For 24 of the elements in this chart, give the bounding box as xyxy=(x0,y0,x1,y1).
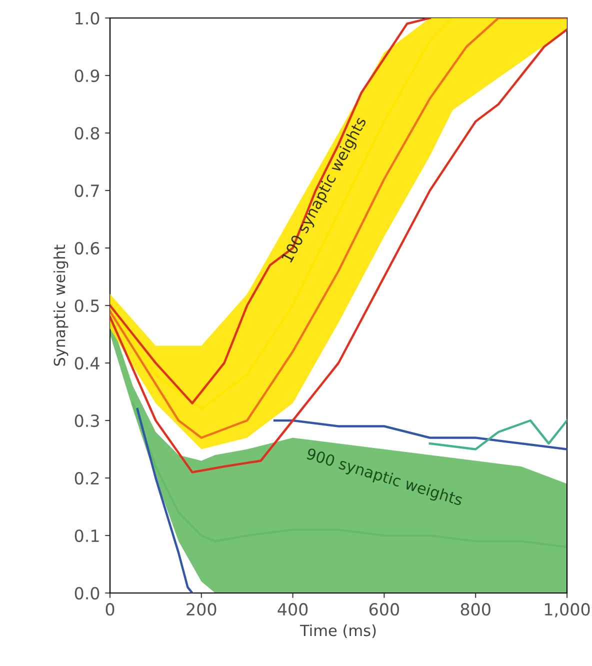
y-tick-label: 0.1 xyxy=(74,529,99,542)
x-axis-title: Time (ms) xyxy=(300,624,376,638)
y-tick-label: 0.2 xyxy=(74,472,99,485)
x-tick-label: 800 xyxy=(460,603,490,616)
x-tick-label: 0 xyxy=(106,603,114,616)
y-tick-label: 0.4 xyxy=(74,356,100,370)
y-tick-label: 0.5 xyxy=(74,299,99,312)
y-tick-label: 0.0 xyxy=(74,586,100,600)
line-series xyxy=(136,408,194,593)
line-series xyxy=(273,419,567,450)
x-tick-label: 400 xyxy=(278,603,308,616)
y-tick-label: 0.8 xyxy=(74,126,100,140)
x-tick-label: 1,000 xyxy=(544,603,590,618)
y-tick-label: 1.0 xyxy=(76,12,100,25)
x-tick-label: 200 xyxy=(186,603,216,616)
y-axis-title: Synaptic weight xyxy=(53,244,68,366)
y-tick-label: 0.7 xyxy=(74,184,99,198)
y-tick-label: 0.6 xyxy=(74,242,100,255)
line-series xyxy=(428,419,567,450)
y-tick-label: 0.9 xyxy=(74,69,100,82)
line-series xyxy=(110,18,432,404)
y-tick-label: 0.3 xyxy=(74,414,99,428)
annotation: 900 synaptic weights xyxy=(305,447,464,509)
x-tick-label: 600 xyxy=(369,603,399,616)
